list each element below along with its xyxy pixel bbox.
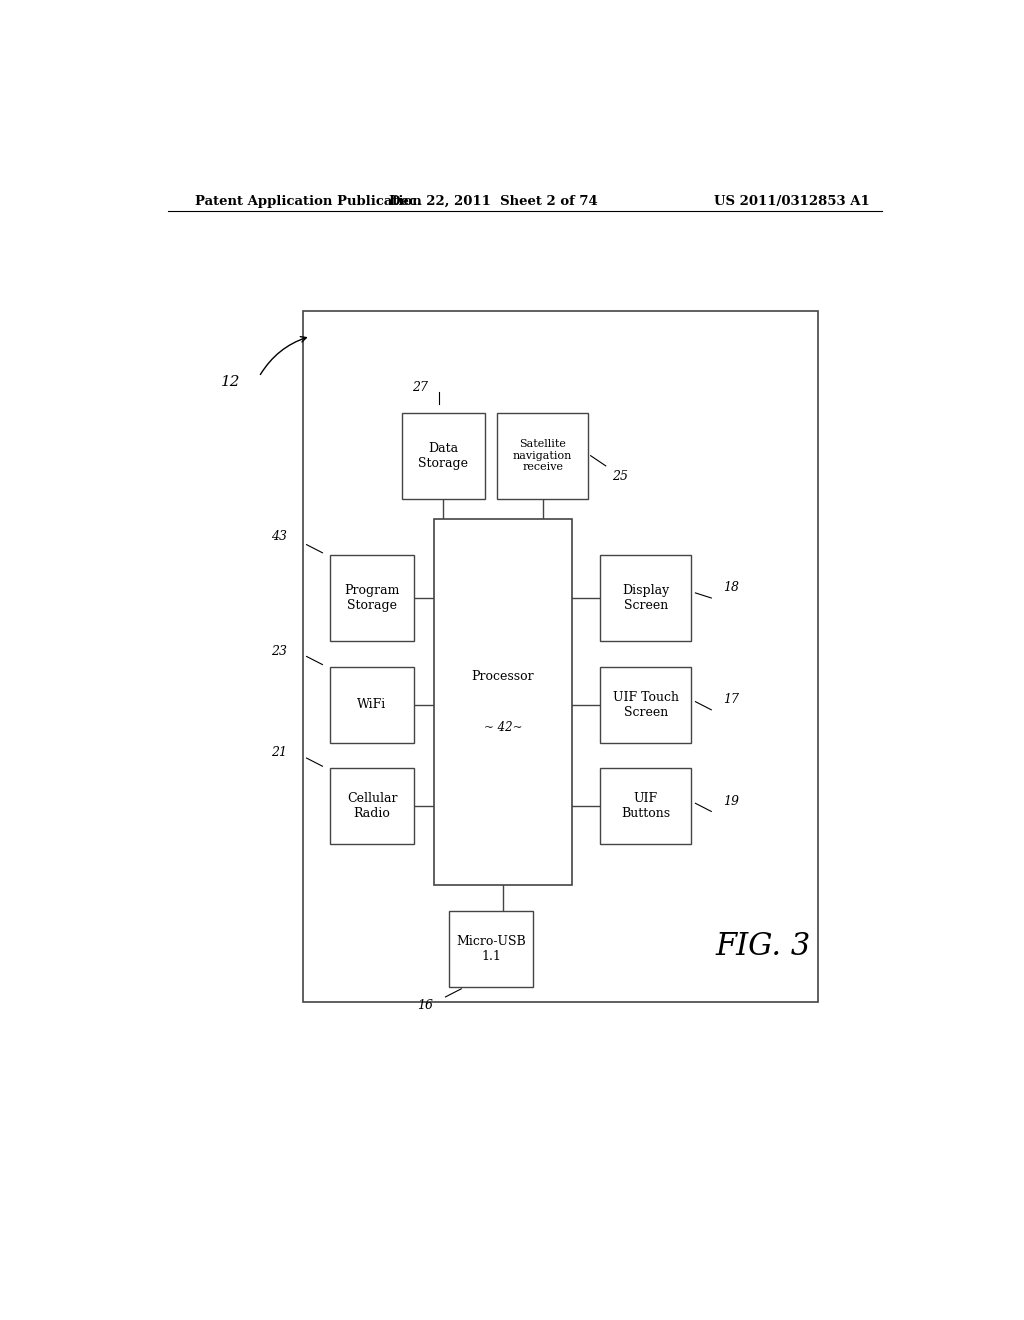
Bar [331,768,414,845]
Text: Micro-USB
1.1: Micro-USB 1.1 [457,935,526,962]
Text: 17: 17 [723,693,739,706]
Text: Cellular
Radio: Cellular Radio [347,792,397,820]
Bar [331,667,414,743]
Bar [450,911,532,987]
Text: US 2011/0312853 A1: US 2011/0312853 A1 [715,194,870,207]
Bar [433,519,572,886]
Text: UIF
Buttons: UIF Buttons [622,792,671,820]
Text: 25: 25 [612,470,628,483]
Text: FIG. 3: FIG. 3 [715,931,811,961]
Text: UIF Touch
Screen: UIF Touch Screen [612,690,679,718]
Text: 12: 12 [221,375,241,389]
Bar [600,554,691,642]
Text: 16: 16 [418,998,433,1011]
Text: Processor: Processor [472,671,535,684]
Text: Data
Storage: Data Storage [419,442,468,470]
Text: 27: 27 [412,380,428,393]
Text: ~ 42~: ~ 42~ [483,721,522,734]
Text: Program
Storage: Program Storage [344,583,399,612]
Text: 21: 21 [270,747,287,759]
Text: Display
Screen: Display Screen [623,583,670,612]
Text: 23: 23 [270,645,287,657]
Text: 18: 18 [723,581,739,594]
Bar [331,554,414,642]
Bar [497,412,589,499]
Bar [600,667,691,743]
Text: Dec. 22, 2011  Sheet 2 of 74: Dec. 22, 2011 Sheet 2 of 74 [389,194,597,207]
Text: Satellite
navigation
receive: Satellite navigation receive [513,440,572,473]
Bar [600,768,691,845]
Text: 19: 19 [723,795,739,808]
Text: WiFi: WiFi [357,698,387,711]
Bar [303,312,818,1002]
Text: 43: 43 [270,531,287,543]
Bar [401,412,485,499]
Text: Patent Application Publication: Patent Application Publication [196,194,422,207]
